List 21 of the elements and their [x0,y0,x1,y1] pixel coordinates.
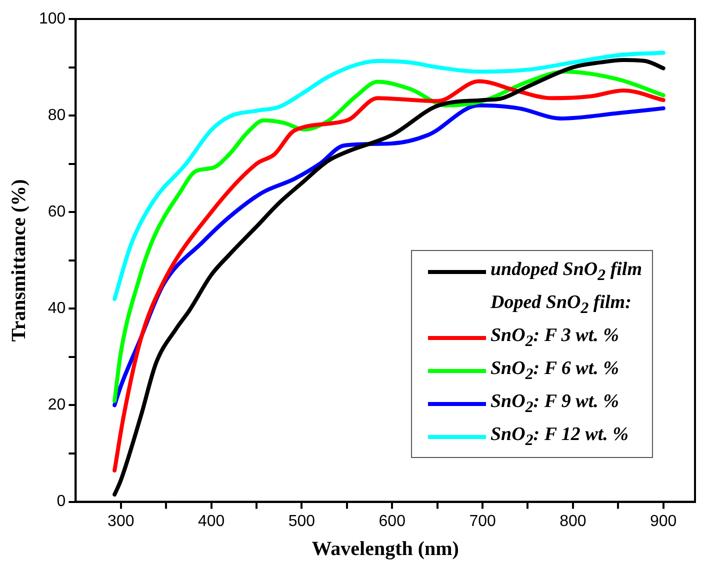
y-tick-label: 100 [38,10,66,28]
y-tick-label: 0 [56,493,66,510]
legend-label: SnO$_{2}$: F 6 wt. % [490,358,619,384]
y-axis-title: Transmittance (%) [8,179,30,342]
y-tick-label: 60 [48,204,66,221]
x-tick-label: 900 [650,512,677,530]
legend-title: Doped SnO$_{2}$ film: [490,292,632,318]
x-axis-title: Wavelength (nm) [312,538,459,560]
y-tick-label: 80 [48,106,66,124]
y-tick-label: 40 [48,300,66,318]
legend-label: SnO$_{2}$: F 12 wt. % [490,424,628,450]
x-tick-label: 300 [108,512,134,530]
x-tick-label: 800 [560,512,586,530]
x-tick-label: 500 [288,512,316,530]
x-tick-label: 700 [469,512,496,530]
y-tick-label: 20 [48,396,66,414]
x-tick-label: 400 [198,512,225,530]
legend-label: SnO$_{2}$: F 3 wt. % [490,324,619,350]
x-tick-label: 600 [378,512,406,530]
legend-label: SnO$_{2}$: F 9 wt. % [490,390,619,416]
legend-label: undoped SnO$_{2}$ film [490,258,642,284]
